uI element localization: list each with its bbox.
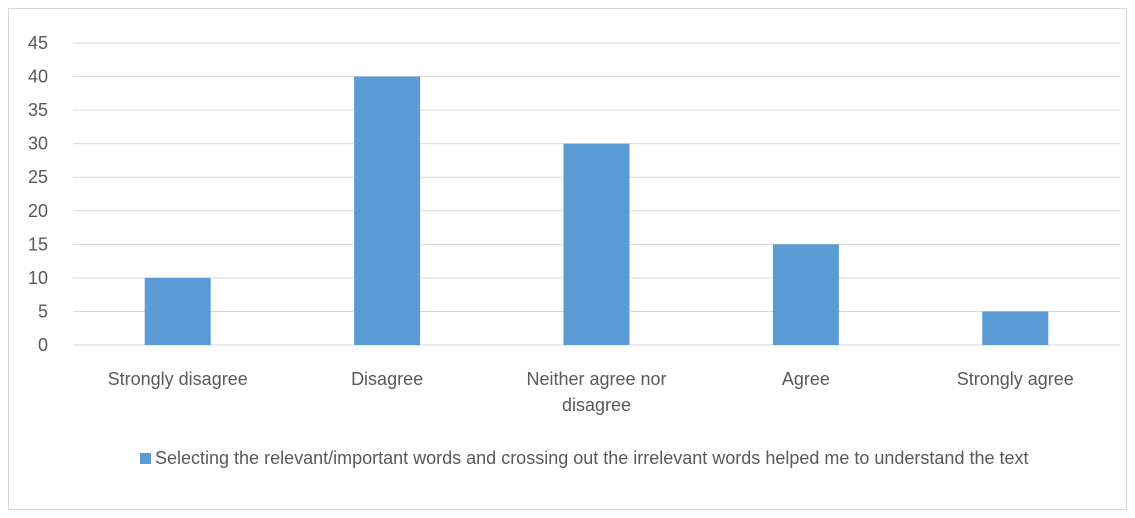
x-tick-label-2-line-1: disagree bbox=[562, 395, 631, 415]
y-tick-label-45: 45 bbox=[28, 33, 48, 53]
y-tick-label-35: 35 bbox=[28, 100, 48, 120]
x-tick-label-1: Disagree bbox=[351, 369, 423, 389]
x-tick-label-0: Strongly disagree bbox=[108, 369, 248, 389]
bar-0 bbox=[144, 277, 211, 345]
x-tick-label-3: Agree bbox=[782, 369, 830, 389]
bar-2 bbox=[563, 143, 630, 345]
bar-1 bbox=[354, 76, 421, 346]
bar-4 bbox=[982, 311, 1049, 345]
bar-3 bbox=[772, 244, 839, 345]
y-tick-label-0: 0 bbox=[38, 335, 48, 355]
legend: Selecting the relevant/important words a… bbox=[140, 446, 1040, 470]
legend-swatch bbox=[140, 453, 151, 464]
y-tick-label-15: 15 bbox=[28, 234, 48, 254]
y-tick-label-30: 30 bbox=[28, 134, 48, 154]
x-tick-label-4: Strongly agree bbox=[957, 369, 1074, 389]
y-tick-label-25: 25 bbox=[28, 167, 48, 187]
y-tick-label-5: 5 bbox=[38, 301, 48, 321]
x-tick-label-2-line-0: Neither agree nor bbox=[526, 369, 666, 389]
y-tick-label-10: 10 bbox=[28, 268, 48, 288]
y-tick-label-20: 20 bbox=[28, 201, 48, 221]
legend-label: Selecting the relevant/important words a… bbox=[155, 448, 1029, 468]
y-tick-label-40: 40 bbox=[28, 67, 48, 87]
